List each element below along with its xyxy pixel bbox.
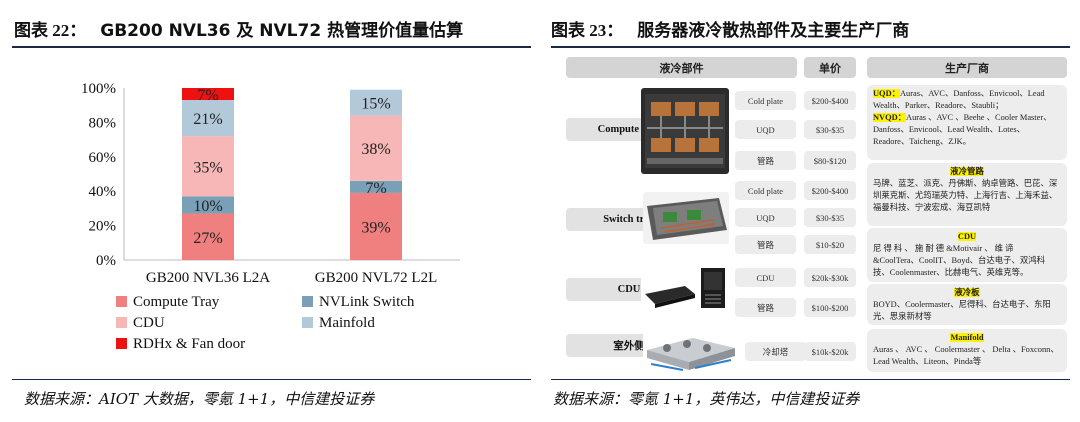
- maker-text-plate: BOYD、Coolermaster、尼得科、台达电子、东阳光、思泉新材等: [873, 300, 1051, 321]
- x-tick-label: GB200 NVL36 L2A: [146, 270, 270, 286]
- y-tick-label: 20%: [89, 219, 117, 235]
- right-figure-header: 图表 23： 服务器液冷散热部件及主要生产厂商: [551, 10, 909, 46]
- maker-text-cdu: 尼 得 科 、 施 耐 德 &Motivair 、 维 谛 &CoolTera、…: [873, 244, 1046, 277]
- bar-segment: [350, 192, 402, 260]
- maker-tag-nvqd: NVQD：: [873, 113, 907, 122]
- legend-swatch: [302, 317, 313, 328]
- divider: [12, 379, 531, 380]
- maker-box-quick-disconnect: UQD：Auras、AVC、Danfoss、Envicool、Lead Weal…: [867, 85, 1067, 160]
- maker-text-nvqd: Auras 、AVC 、Beehe 、Cooler Master、Danfoss…: [873, 113, 1052, 146]
- compute-price-cold-plate: $200-$400: [804, 91, 856, 110]
- legend-swatch: [116, 338, 127, 349]
- y-tick-label: 0%: [96, 253, 116, 269]
- bar-segment: [182, 88, 234, 101]
- legend-swatch: [116, 296, 127, 307]
- data-label: 27%: [193, 230, 222, 247]
- maker-tag-cdu: CDU: [957, 232, 977, 241]
- divider: [12, 46, 531, 48]
- left-figure-header: 图表 22： GB200 NVL36 及 NVL72 热管理价值量估算: [14, 10, 463, 46]
- maker-box-cdu: CDU 尼 得 科 、 施 耐 德 &Motivair 、 维 谛 &CoolT…: [867, 228, 1067, 282]
- compute-tray-image: [641, 88, 729, 174]
- right-source-note: 数据来源：零氪 1+1，英伟达，中信建投证券: [553, 390, 860, 408]
- bar-segment: [350, 89, 402, 116]
- stacked-bar-chart: 0% 20% 40% 60% 80% 100% 27% 10% 35% 21% 7% GB200 NV…: [81, 81, 460, 352]
- y-tick-label: 80%: [89, 115, 117, 131]
- outdoor-price-tower: $10k-$20k: [804, 342, 856, 361]
- cdu-image: [641, 264, 731, 314]
- right-figure-label: 图表 23：: [551, 20, 624, 40]
- switch-part-uqd: UQD: [735, 208, 796, 227]
- cdu-part-pipe: 管路: [735, 298, 796, 317]
- bar-segment: [182, 213, 234, 260]
- legend-swatch: [116, 317, 127, 328]
- data-label: 7%: [365, 180, 386, 197]
- compute-price-pipe: $80-$120: [804, 151, 856, 170]
- maker-box-pipes: 液冷管路 马牌、蓝芝、派克、丹佛斯、纳卓管路、巴芘、深圳莱克斯、尤筠瑞英力特、上…: [867, 163, 1067, 226]
- bar-segment: [350, 115, 402, 181]
- maker-text-manifold: Auras 、 AVC 、 Coolermaster 、 Delta 、Foxc…: [873, 345, 1059, 366]
- data-label: 10%: [193, 198, 222, 215]
- switch-part-pipe: 管路: [735, 235, 796, 254]
- divider: [551, 379, 1070, 380]
- liquid-cooling-table: 液冷部件 单价 生产厂商 Compute tray Cold plate $20…: [561, 52, 1071, 378]
- legend-swatch: [302, 296, 313, 307]
- maker-tag-manifold: Manifold: [950, 333, 984, 342]
- data-label: 15%: [361, 96, 390, 113]
- left-figure-label: 图表 22：: [14, 20, 87, 40]
- maker-text-uqd: Auras、AVC、Danfoss、Envicool、Lead Wealth、P…: [873, 89, 1045, 110]
- right-figure-title: 服务器液冷散热部件及主要生产厂商: [637, 20, 910, 41]
- bar-segment: [350, 180, 402, 193]
- data-label: 35%: [193, 159, 222, 176]
- data-label: 7%: [197, 87, 218, 104]
- maker-tag-pipe: 液冷管路: [950, 167, 984, 176]
- data-label: 21%: [193, 111, 222, 128]
- cdu-price-pipe: $100-$200: [804, 298, 856, 317]
- y-tick-label: 40%: [89, 184, 117, 200]
- maker-tag-uqd: UQD：: [873, 89, 900, 98]
- y-tick-label: 100%: [81, 81, 116, 97]
- maker-tag-plate: 液冷板: [954, 288, 980, 297]
- maker-text-pipe: 马牌、蓝芝、派克、丹佛斯、纳卓管路、巴芘、深圳莱克斯、尤筠瑞英力特、上海行吉、上…: [873, 179, 1058, 212]
- maker-box-manifold: Manifold Auras 、 AVC 、 Coolermaster 、 De…: [867, 329, 1067, 372]
- bar-segment: [182, 100, 234, 137]
- compute-price-uqd: $30-$35: [804, 120, 856, 139]
- cooling-tower-image: [643, 328, 739, 372]
- compute-part-cold-plate: Cold plate: [735, 91, 796, 110]
- compute-part-pipe: 管路: [735, 151, 796, 170]
- switch-price-uqd: $30-$35: [804, 208, 856, 227]
- legend-label: CDU: [133, 315, 165, 331]
- data-label: 38%: [361, 141, 390, 158]
- y-tick-label: 60%: [89, 150, 117, 166]
- switch-tray-image: [643, 192, 729, 244]
- cdu-part-cdu: CDU: [735, 268, 796, 287]
- switch-part-cold-plate: Cold plate: [735, 181, 796, 200]
- header-component: 液冷部件: [566, 57, 797, 78]
- header-maker: 生产厂商: [867, 57, 1067, 78]
- legend-label: NVLink Switch: [319, 294, 415, 310]
- x-tick-label: GB200 NVL72 L2L: [315, 270, 438, 286]
- left-source-note: 数据来源：AIOT 大数据，零氪 1+1，中信建投证券: [24, 390, 375, 408]
- bar-segment: [182, 136, 234, 197]
- switch-price-cold-plate: $200-$400: [804, 181, 856, 200]
- legend-label: RDHx & Fan door: [133, 336, 245, 352]
- cdu-price-cdu: $20k-$30k: [804, 268, 856, 287]
- legend-label: Compute Tray: [133, 294, 220, 310]
- left-figure-title: GB200 NVL36 及 NVL72 热管理价值量估算: [100, 20, 464, 41]
- switch-price-pipe: $10-$20: [804, 235, 856, 254]
- compute-part-uqd: UQD: [735, 120, 796, 139]
- header-price: 单价: [804, 57, 856, 78]
- maker-box-cold-plate: 液冷板 BOYD、Coolermaster、尼得科、台达电子、东阳光、思泉新材等: [867, 284, 1067, 325]
- bar-segment: [182, 196, 234, 214]
- divider: [551, 46, 1070, 48]
- outdoor-part-tower: 冷却塔: [745, 342, 806, 361]
- data-label: 39%: [361, 219, 390, 236]
- legend-label: Mainfold: [319, 315, 375, 331]
